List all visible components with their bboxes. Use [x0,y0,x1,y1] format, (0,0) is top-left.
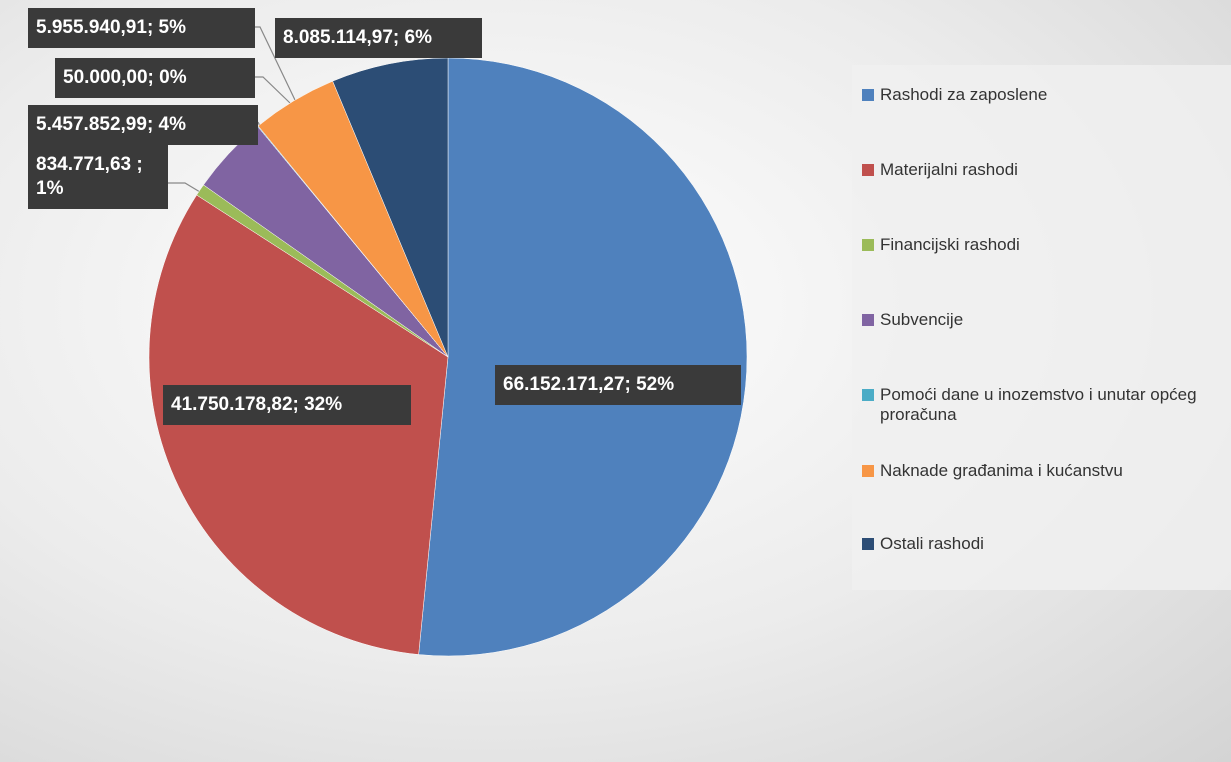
legend-swatch [862,465,874,477]
data-label: 5.955.940,91; 5% [28,8,255,48]
data-label: 41.750.178,82; 32% [163,385,411,425]
legend-label: Materijalni rashodi [880,160,1018,179]
legend-swatch [862,89,874,101]
data-label: 8.085.114,97; 6% [275,18,482,58]
data-label: 66.152.171,27; 52% [495,365,741,405]
data-label: 834.771,63 ; 1% [28,145,168,209]
data-label: 50.000,00; 0% [55,58,255,98]
legend-swatch [862,314,874,326]
leader-line [255,76,291,104]
leader-line [255,26,296,101]
legend-label: Naknade građanima i kućanstvu [880,461,1123,480]
legend-label: Financijski rashodi [880,235,1020,254]
legend-label: Pomoći dane u inozemstvo i unutar općeg … [880,385,1197,424]
legend-swatch [862,538,874,550]
legend-entry: Ostali rashodi [862,534,1222,554]
legend-label: Ostali rashodi [880,534,984,553]
legend: Rashodi za zaposlene Materijalni rashodi F… [852,65,1231,590]
legend-swatch [862,239,874,251]
leader-line [168,182,201,193]
legend-entry: Materijalni rashodi [862,160,1222,180]
legend-entry: Pomoći dane u inozemstvo i unutar općeg … [862,385,1222,425]
pie-slice [332,57,449,358]
legend-entry: Subvencije [862,310,1222,330]
legend-swatch [862,389,874,401]
legend-entry: Rashodi za zaposlene [862,85,1222,105]
pie-slice [418,57,748,657]
data-label: 5.457.852,99; 4% [28,105,258,145]
legend-entry: Financijski rashodi [862,235,1222,255]
legend-label: Subvencije [880,310,964,329]
legend-entry: Naknade građanima i kućanstvu [862,461,1222,481]
legend-label: Rashodi za zaposlene [880,85,1048,104]
legend-swatch [862,164,874,176]
